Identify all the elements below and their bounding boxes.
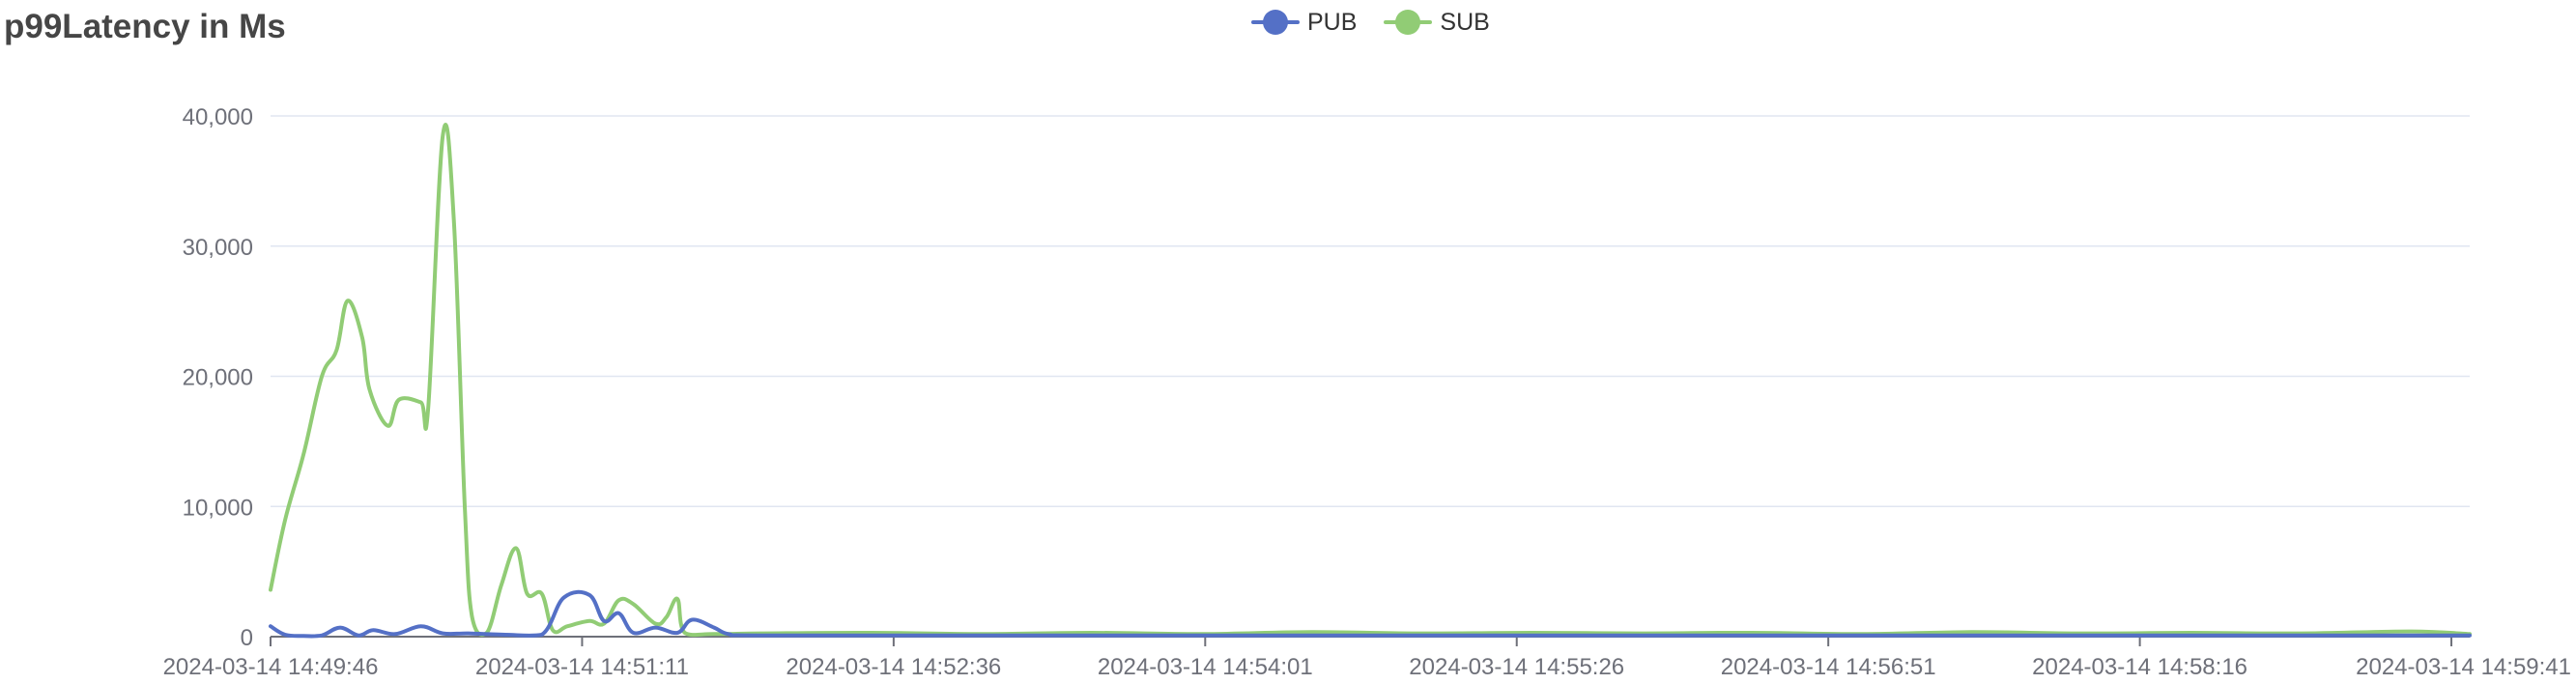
series-lines: [269, 123, 2472, 639]
legend-swatch-sub: [1384, 8, 1433, 37]
x-tick-label: 2024-03-14 14:54:01: [1098, 654, 1313, 680]
x-tick-label: 2024-03-14 14:49:46: [163, 654, 379, 680]
x-axis: 2024-03-14 14:49:46 2024-03-14 14:51:11 20…: [163, 636, 2571, 680]
y-tick-label: 30,000: [183, 235, 253, 261]
x-tick-label: 2024-03-14 14:56:51: [1721, 654, 1936, 680]
grid-lines: [271, 115, 2470, 507]
x-tick-label: 2024-03-14 14:51:11: [475, 654, 689, 680]
series-line-sub: [269, 123, 2472, 638]
y-tick-label: 10,000: [183, 495, 253, 521]
x-tick-label: 2024-03-14 14:55:26: [1409, 654, 1624, 680]
legend-item-pub[interactable]: PUB: [1251, 8, 1357, 37]
x-tick-label: 2024-03-14 14:52:36: [786, 654, 1001, 680]
legend-item-sub[interactable]: SUB: [1384, 8, 1490, 37]
series-line-pub: [269, 589, 2472, 639]
chart-title: p99Latency in Ms: [4, 8, 286, 45]
legend-label-pub: PUB: [1307, 8, 1358, 36]
x-tick-label: 2024-03-14 14:59:41: [2356, 654, 2571, 680]
legend-swatch-pub: [1251, 8, 1300, 37]
y-tick-label: 40,000: [183, 104, 253, 130]
y-tick-label: 0: [241, 625, 253, 651]
legend: PUB SUB: [1251, 8, 1517, 37]
x-tick-label: 2024-03-14 14:58:16: [2032, 654, 2247, 680]
legend-dot-pub: [1263, 10, 1288, 35]
legend-label-sub: SUB: [1440, 8, 1490, 36]
y-tick-label: 20,000: [183, 365, 253, 391]
legend-dot-sub: [1395, 10, 1421, 35]
y-axis-ticks: 0 10,000 20,000 30,000 40,000: [183, 104, 253, 651]
